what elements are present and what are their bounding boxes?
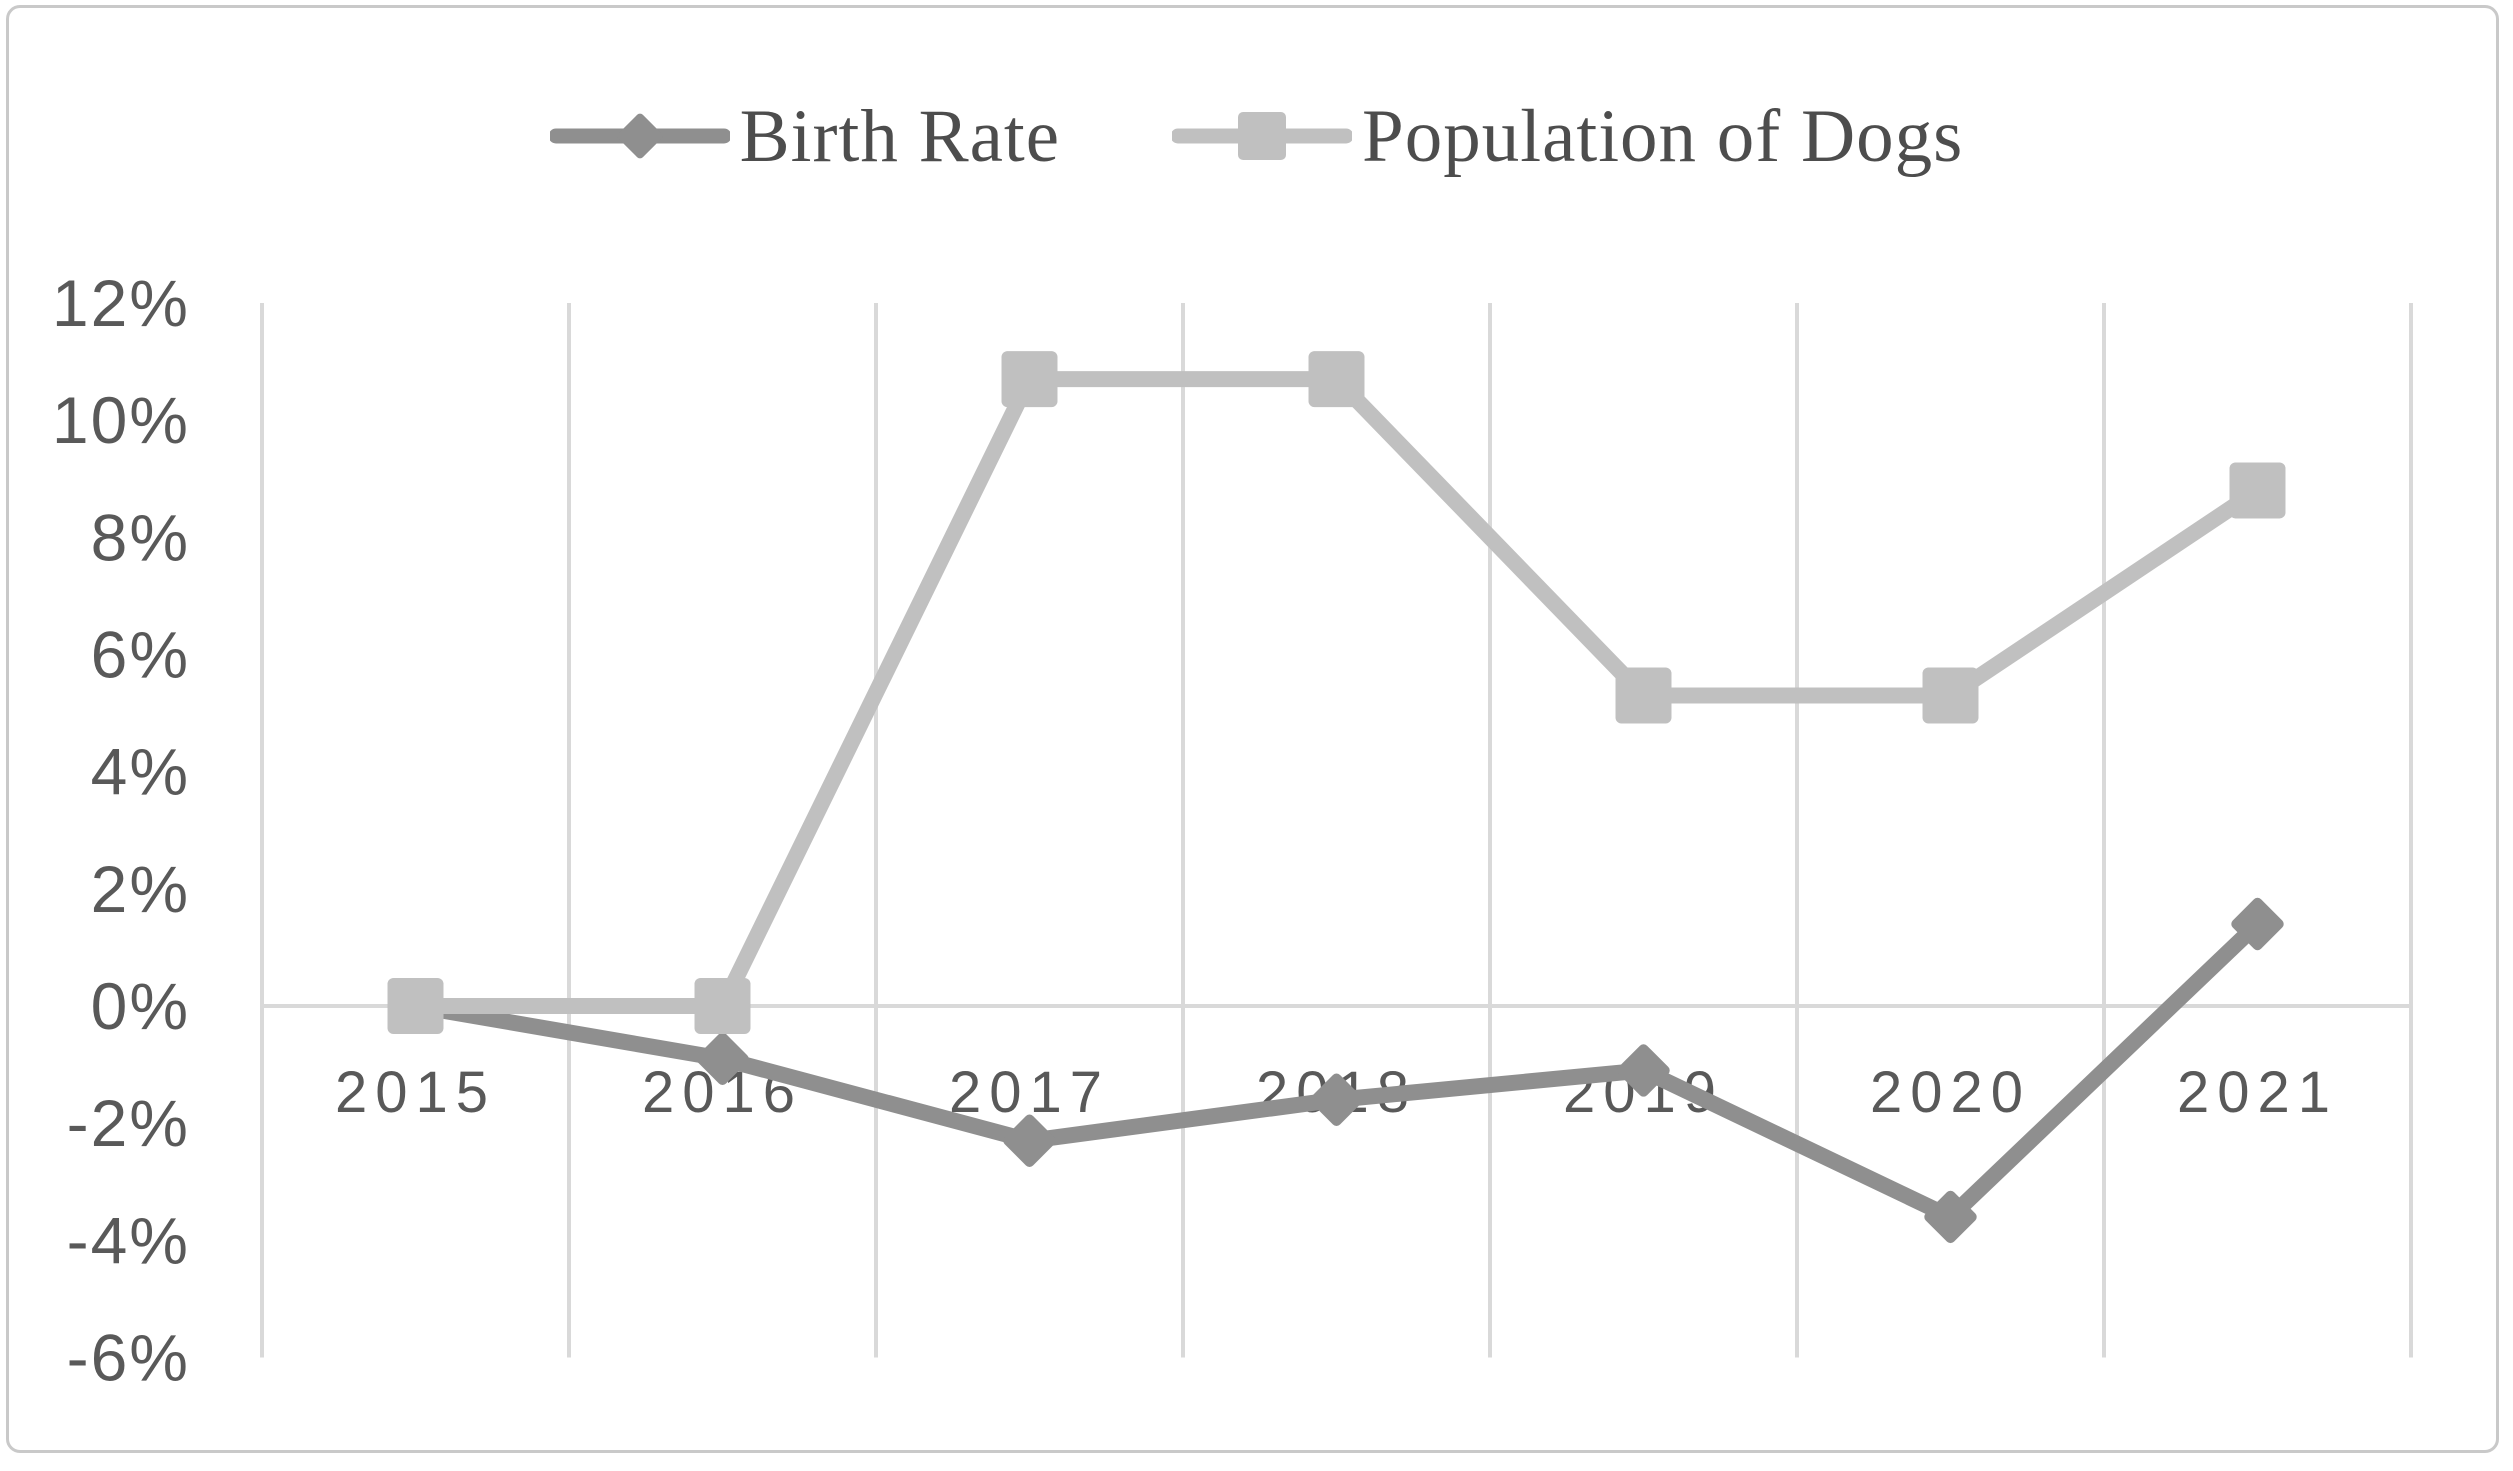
y-tick-label: 10% bbox=[52, 383, 190, 457]
marker-population-of-dogs-2017 bbox=[1002, 351, 1058, 407]
marker-population-of-dogs-2021 bbox=[2230, 462, 2286, 518]
marker-population-of-dogs-2020 bbox=[1923, 667, 1979, 723]
y-tick-label: -6% bbox=[67, 1321, 190, 1395]
marker-population-of-dogs-2019 bbox=[1616, 667, 1672, 723]
y-tick-label: 0% bbox=[91, 969, 190, 1043]
chart-plot: 12%10%8%6%4%2%0%-2%-4%-6%201520162017201… bbox=[0, 0, 2513, 1471]
x-tick-label: 2021 bbox=[2177, 1060, 2338, 1125]
y-tick-label: 6% bbox=[91, 617, 190, 691]
marker-population-of-dogs-2016 bbox=[695, 978, 751, 1034]
y-tick-label: 2% bbox=[91, 852, 190, 926]
x-tick-label: 2020 bbox=[1870, 1060, 2031, 1125]
marker-population-of-dogs-2018 bbox=[1309, 351, 1365, 407]
marker-population-of-dogs-2015 bbox=[388, 978, 444, 1034]
x-tick-label: 2015 bbox=[335, 1060, 496, 1125]
y-tick-label: 8% bbox=[91, 500, 190, 574]
y-tick-label: 12% bbox=[52, 266, 190, 340]
series-line-population-of-dogs bbox=[416, 379, 2258, 1006]
y-tick-label: -2% bbox=[67, 1086, 190, 1160]
y-tick-label: -4% bbox=[67, 1203, 190, 1277]
y-tick-label: 4% bbox=[91, 735, 190, 809]
